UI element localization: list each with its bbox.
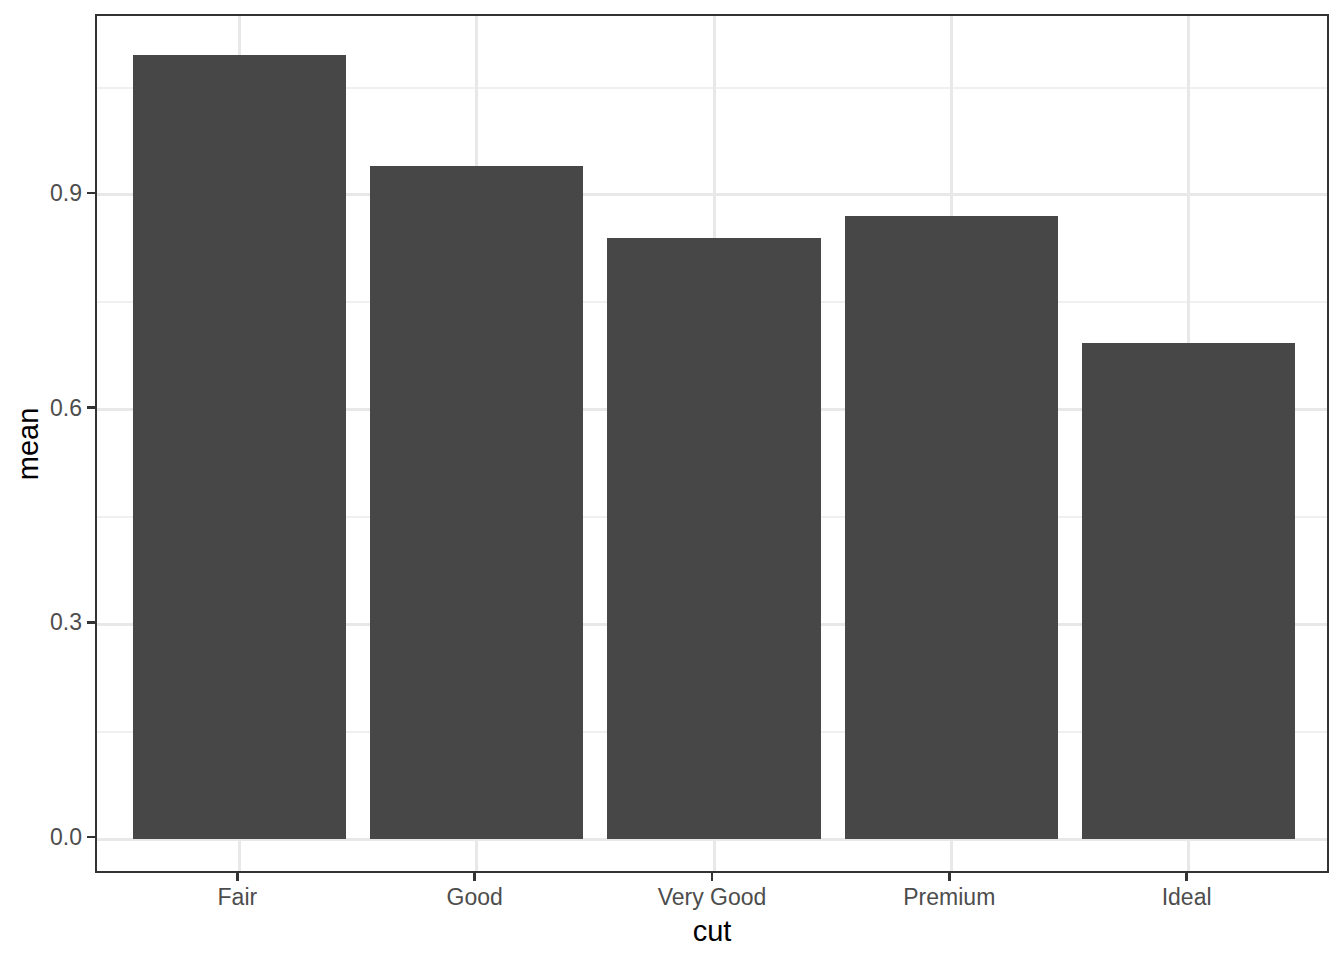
x-tick-mark bbox=[711, 873, 714, 881]
x-axis-title: cut bbox=[562, 915, 862, 948]
bar-ideal bbox=[1082, 343, 1296, 839]
bar-very-good bbox=[607, 238, 821, 839]
y-tick-mark bbox=[87, 406, 95, 409]
x-tick-mark bbox=[236, 873, 239, 881]
y-tick-mark bbox=[87, 621, 95, 624]
y-axis-title: mean bbox=[12, 408, 45, 481]
x-tick-label: Ideal bbox=[1037, 886, 1337, 909]
bar-fair bbox=[133, 55, 347, 839]
plot-panel bbox=[95, 14, 1329, 873]
bar-good bbox=[370, 166, 584, 839]
y-tick-mark bbox=[87, 836, 95, 839]
y-tick-label: 0.0 bbox=[0, 826, 82, 849]
y-tick-label: 0.3 bbox=[0, 611, 82, 634]
bar-chart-figure: 0.00.30.60.9 FairGoodVery GoodPremiumIde… bbox=[0, 0, 1344, 960]
x-tick-mark bbox=[1185, 873, 1188, 881]
x-tick-mark bbox=[473, 873, 476, 881]
y-tick-mark bbox=[87, 192, 95, 195]
x-tick-mark bbox=[948, 873, 951, 881]
bar-premium bbox=[845, 216, 1059, 839]
y-tick-label: 0.9 bbox=[0, 181, 82, 204]
